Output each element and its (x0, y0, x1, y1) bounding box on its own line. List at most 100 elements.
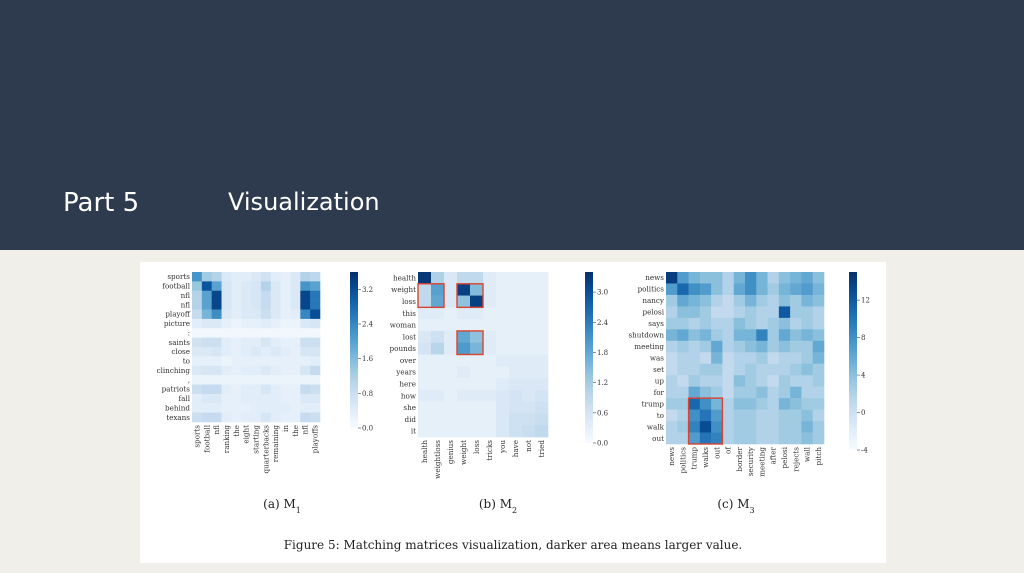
heatmap-cell (509, 342, 523, 355)
heatmap-cell (733, 363, 746, 376)
heatmap-cell (431, 413, 445, 426)
column-label: after (769, 446, 778, 464)
heatmap-cell (509, 389, 523, 402)
heatmap-cell (778, 375, 791, 387)
column-label: news (667, 447, 676, 466)
heatmap-cell (790, 283, 802, 296)
row-label: up (655, 376, 665, 385)
heatmap-cell (300, 337, 311, 348)
heatmap-cell (722, 409, 735, 422)
heatmap-cell (535, 319, 549, 332)
heatmap-cell (310, 375, 321, 385)
heatmap-cell (812, 409, 825, 422)
heatmap-cell (251, 328, 262, 338)
heatmap-cell (470, 378, 484, 391)
column-label: pitch (814, 447, 823, 466)
heatmap-cell (812, 363, 825, 376)
heatmap-cell (260, 384, 272, 395)
colorbar-tick-label: 1.8 (597, 349, 608, 357)
heatmap-cell (778, 329, 791, 342)
heatmap-cell (251, 272, 262, 282)
heatmap-cell (280, 290, 291, 301)
heatmap-cell (201, 356, 212, 367)
heatmap-cell (509, 413, 523, 426)
heatmap-m3: newspoliticsnancypelosisaysshutdownmeeti… (628, 272, 870, 515)
column-label: starting (252, 425, 261, 454)
heatmap-cell (418, 413, 432, 426)
heatmap-cell (260, 365, 272, 376)
heatmap-cell (231, 290, 242, 301)
slide-title: Visualization (228, 188, 380, 216)
row-label: was (650, 354, 664, 363)
heatmap-cell (522, 319, 536, 332)
heatmap-cell (767, 272, 780, 284)
heatmap-cell (241, 365, 252, 376)
heatmap-cell (722, 386, 735, 399)
heatmap-cell (756, 398, 768, 410)
colorbar (350, 272, 358, 428)
row-label: clinching (157, 366, 191, 375)
row-label: walk (647, 422, 665, 431)
heatmap-cell (418, 389, 432, 402)
heatmap-cell (756, 409, 768, 422)
heatmap-cell (280, 393, 291, 404)
heatmap-cell (745, 306, 757, 319)
heatmap-cell (496, 307, 510, 320)
heatmap-cell (666, 272, 678, 284)
column-label: weightloss (433, 440, 442, 479)
heatmap-cell (509, 354, 523, 367)
heatmap-cell (711, 329, 723, 342)
row-label: loss (402, 297, 416, 306)
column-label: you (498, 440, 507, 454)
heatmap-cell (444, 425, 458, 438)
heatmap-cell (300, 356, 311, 367)
heatmap-cell (418, 307, 432, 320)
heatmap-cell (496, 330, 510, 344)
heatmap-cell (666, 432, 678, 445)
heatmap-cell (251, 403, 262, 413)
heatmap-cell (221, 318, 232, 329)
heatmap-cell (231, 318, 242, 329)
row-label: health (393, 273, 416, 282)
heatmap-cell (778, 272, 791, 284)
heatmap-cell (677, 294, 689, 307)
heatmap-cell (496, 354, 510, 367)
heatmap-cell (767, 398, 780, 410)
colorbar (849, 272, 857, 450)
heatmap-cell (722, 421, 735, 433)
heatmap-cell (280, 328, 291, 338)
heatmap-cell (778, 386, 791, 399)
figure-svg: sportsfootballnflnflplayoffpicture:saint… (157, 272, 870, 552)
heatmap-cell (790, 398, 802, 410)
heatmap-cell (192, 281, 203, 292)
heatmap-cell (688, 306, 701, 319)
heatmap-cell (522, 378, 536, 391)
heatmap-cell (300, 318, 311, 329)
heatmap-cell (221, 356, 232, 367)
heatmap-cell (280, 300, 291, 310)
heatmap-cell (688, 363, 701, 376)
heatmap-cell (688, 409, 701, 422)
heatmap-cell (801, 329, 814, 342)
heatmap-cell (310, 337, 321, 348)
column-label: sports (192, 425, 201, 448)
heatmap-cell (722, 317, 735, 330)
heatmap-cell (211, 384, 222, 395)
heatmap-cell (192, 403, 203, 413)
heatmap-cell (201, 403, 212, 413)
heatmap-cell (444, 354, 458, 367)
row-label: close (171, 347, 190, 356)
heatmap-cell (767, 421, 780, 433)
row-label: trump (642, 399, 665, 408)
heatmap-cell (778, 294, 791, 307)
heatmap-cell (300, 365, 311, 376)
heatmap-cell (711, 421, 723, 433)
heatmap-cell (812, 375, 825, 387)
heatmap-cell (270, 290, 281, 301)
colorbar-tick-label: 12 (861, 297, 870, 305)
heatmap-cell (260, 300, 272, 310)
heatmap-cell (496, 319, 510, 332)
heatmap-cell (801, 363, 814, 376)
heatmap-cell (801, 432, 814, 445)
row-label: nfl (181, 300, 191, 309)
